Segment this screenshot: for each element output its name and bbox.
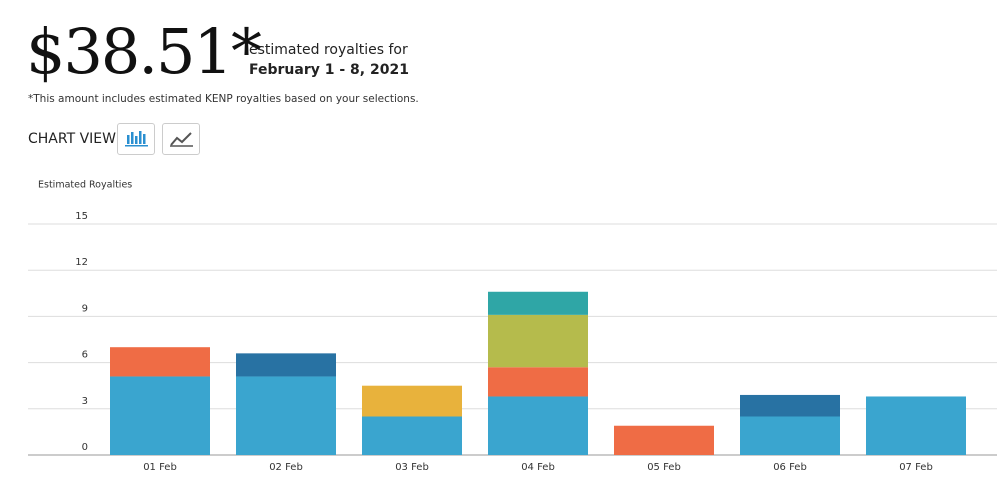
- y-tick-label: 6: [82, 350, 88, 361]
- royalty-amount: $38.51*: [26, 15, 262, 88]
- bar-segment: [488, 291, 588, 315]
- x-tick-label: 02 Feb: [269, 462, 303, 473]
- bar-segment: [236, 353, 336, 377]
- y-tick-label: 9: [82, 303, 88, 314]
- x-tick-label: 04 Feb: [521, 462, 555, 473]
- caption: estimated royalties for: [249, 42, 408, 58]
- bar-segment: [488, 396, 588, 455]
- line-icon: [170, 132, 193, 147]
- bar-chart-button[interactable]: [117, 123, 155, 155]
- x-tick-label: 06 Feb: [773, 462, 807, 473]
- footnote: *This amount includes estimated KENP roy…: [28, 93, 419, 105]
- x-tick-label: 07 Feb: [899, 462, 933, 473]
- y-tick-label: 12: [75, 257, 88, 268]
- bar-segment: [740, 416, 840, 455]
- y-tick-label: 0: [82, 442, 88, 453]
- bar-segment: [488, 367, 588, 397]
- bar-segment: [866, 396, 966, 455]
- line-chart-button[interactable]: [162, 123, 200, 155]
- y-tick-label: 3: [82, 396, 88, 407]
- x-tick-label: 01 Feb: [143, 462, 177, 473]
- bar-segment: [488, 314, 588, 368]
- bar-segment: [740, 394, 840, 417]
- chart-view-label: CHART VIEW: [28, 131, 116, 147]
- bar-segment: [110, 376, 210, 455]
- period: February 1 - 8, 2021: [249, 62, 409, 78]
- bar-segment: [236, 376, 336, 455]
- x-tick-label: 05 Feb: [647, 462, 681, 473]
- x-tick-label: 03 Feb: [395, 462, 429, 473]
- bar-icon: [125, 131, 148, 147]
- y-axis-title: Estimated Royalties: [38, 180, 132, 191]
- y-tick-label: 15: [75, 211, 88, 222]
- bar-segment: [362, 416, 462, 455]
- bar-segment: [614, 425, 714, 455]
- bar-segment: [110, 347, 210, 377]
- chart: Estimated Royalties 0 3 6 9 12 15 01 Feb 02 Feb…: [28, 180, 997, 473]
- bar-segment: [362, 385, 462, 417]
